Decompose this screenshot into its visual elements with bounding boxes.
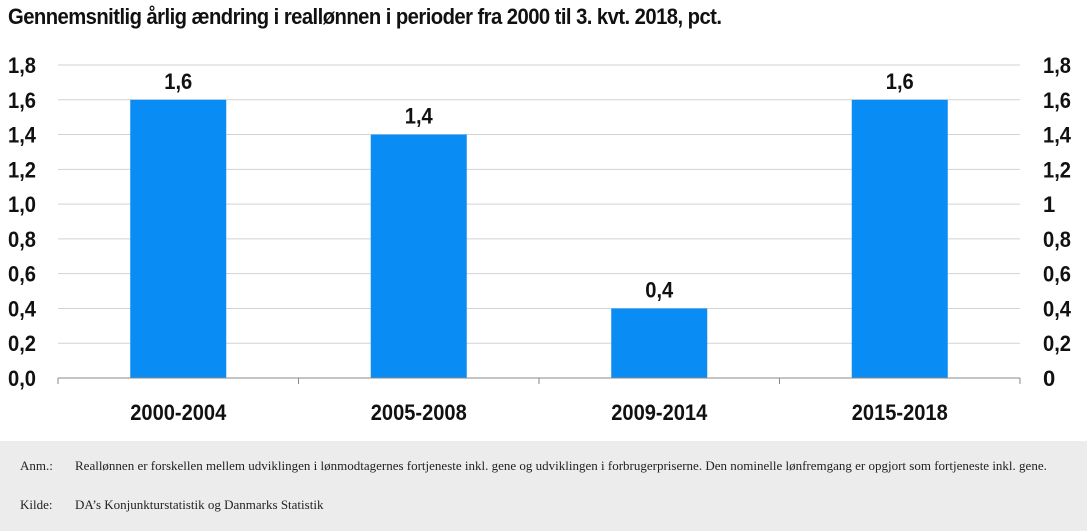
y-tick-label-right: 0,8 bbox=[1043, 227, 1071, 252]
y-tick-label-right: 1,2 bbox=[1043, 157, 1071, 182]
bar bbox=[370, 134, 467, 378]
y-tick-label-left: 1,2 bbox=[8, 157, 36, 182]
x-category-label: 2000-2004 bbox=[130, 400, 227, 425]
labels: 0,0 0,2 0,4 0,6 0,8 1,0 1,2 1,4 1,6 1,8 0 0,2 0,4 0,6… bbox=[8, 53, 1072, 425]
y-tick-label-right: 1 bbox=[1043, 192, 1055, 217]
x-category-label: 2015-2018 bbox=[852, 400, 948, 425]
y-tick-label-left: 0,0 bbox=[8, 366, 36, 391]
y-tick-label-left: 0,4 bbox=[8, 296, 37, 321]
y-tick-label-right: 1,6 bbox=[1043, 88, 1071, 113]
bar bbox=[851, 99, 948, 379]
y-tick-label-left: 1,8 bbox=[8, 53, 36, 78]
y-tick-label-right: 0,6 bbox=[1043, 262, 1071, 287]
data-label: 0,4 bbox=[645, 277, 674, 302]
y-tick-label-left: 1,6 bbox=[8, 88, 36, 113]
note-kilde: Kilde: DA’s Konjunkturstatistik og Danma… bbox=[20, 497, 1065, 513]
y-tick-label-right: 0,4 bbox=[1043, 296, 1072, 321]
y-tick-label-right: 1,4 bbox=[1043, 123, 1072, 148]
data-label: 1,6 bbox=[164, 69, 192, 94]
note-kilde-text: DA’s Konjunkturstatistik og Danmarks Sta… bbox=[75, 497, 324, 512]
y-tick-label-right: 0,2 bbox=[1043, 331, 1071, 356]
y-tick-label-right: 1,8 bbox=[1043, 53, 1071, 78]
bar-chart: 0,0 0,2 0,4 0,6 0,8 1,0 1,2 1,4 1,6 1,8 0 0,2 0,4 0,6… bbox=[8, 53, 1072, 425]
note-kilde-label: Kilde: bbox=[20, 497, 53, 512]
bar bbox=[611, 308, 708, 378]
y-tick-label-left: 0,8 bbox=[8, 227, 36, 252]
x-category-label: 2005-2008 bbox=[371, 400, 467, 425]
bar bbox=[130, 99, 227, 379]
data-label: 1,6 bbox=[886, 69, 914, 94]
note-anm: Anm.: Reallønnen er forskellen mellem ud… bbox=[20, 458, 1065, 474]
y-tick-label-left: 1,0 bbox=[8, 192, 36, 217]
notes-panel: Anm.: Reallønnen er forskellen mellem ud… bbox=[0, 441, 1087, 531]
note-anm-text: Reallønnen er forskellen mellem udviklin… bbox=[75, 458, 1047, 473]
x-category-label: 2009-2014 bbox=[611, 400, 708, 425]
y-tick-label-left: 1,4 bbox=[8, 123, 37, 148]
y-tick-label-left: 0,2 bbox=[8, 331, 36, 356]
y-tick-label-right: 0 bbox=[1043, 366, 1055, 391]
bars bbox=[130, 99, 948, 379]
chart-title: Gennemsnitlig årlig ændring i reallønnen… bbox=[8, 4, 722, 29]
data-label: 1,4 bbox=[405, 104, 434, 129]
note-anm-label: Anm.: bbox=[20, 458, 53, 473]
y-tick-label-left: 0,6 bbox=[8, 262, 36, 287]
axes bbox=[57, 377, 1021, 384]
